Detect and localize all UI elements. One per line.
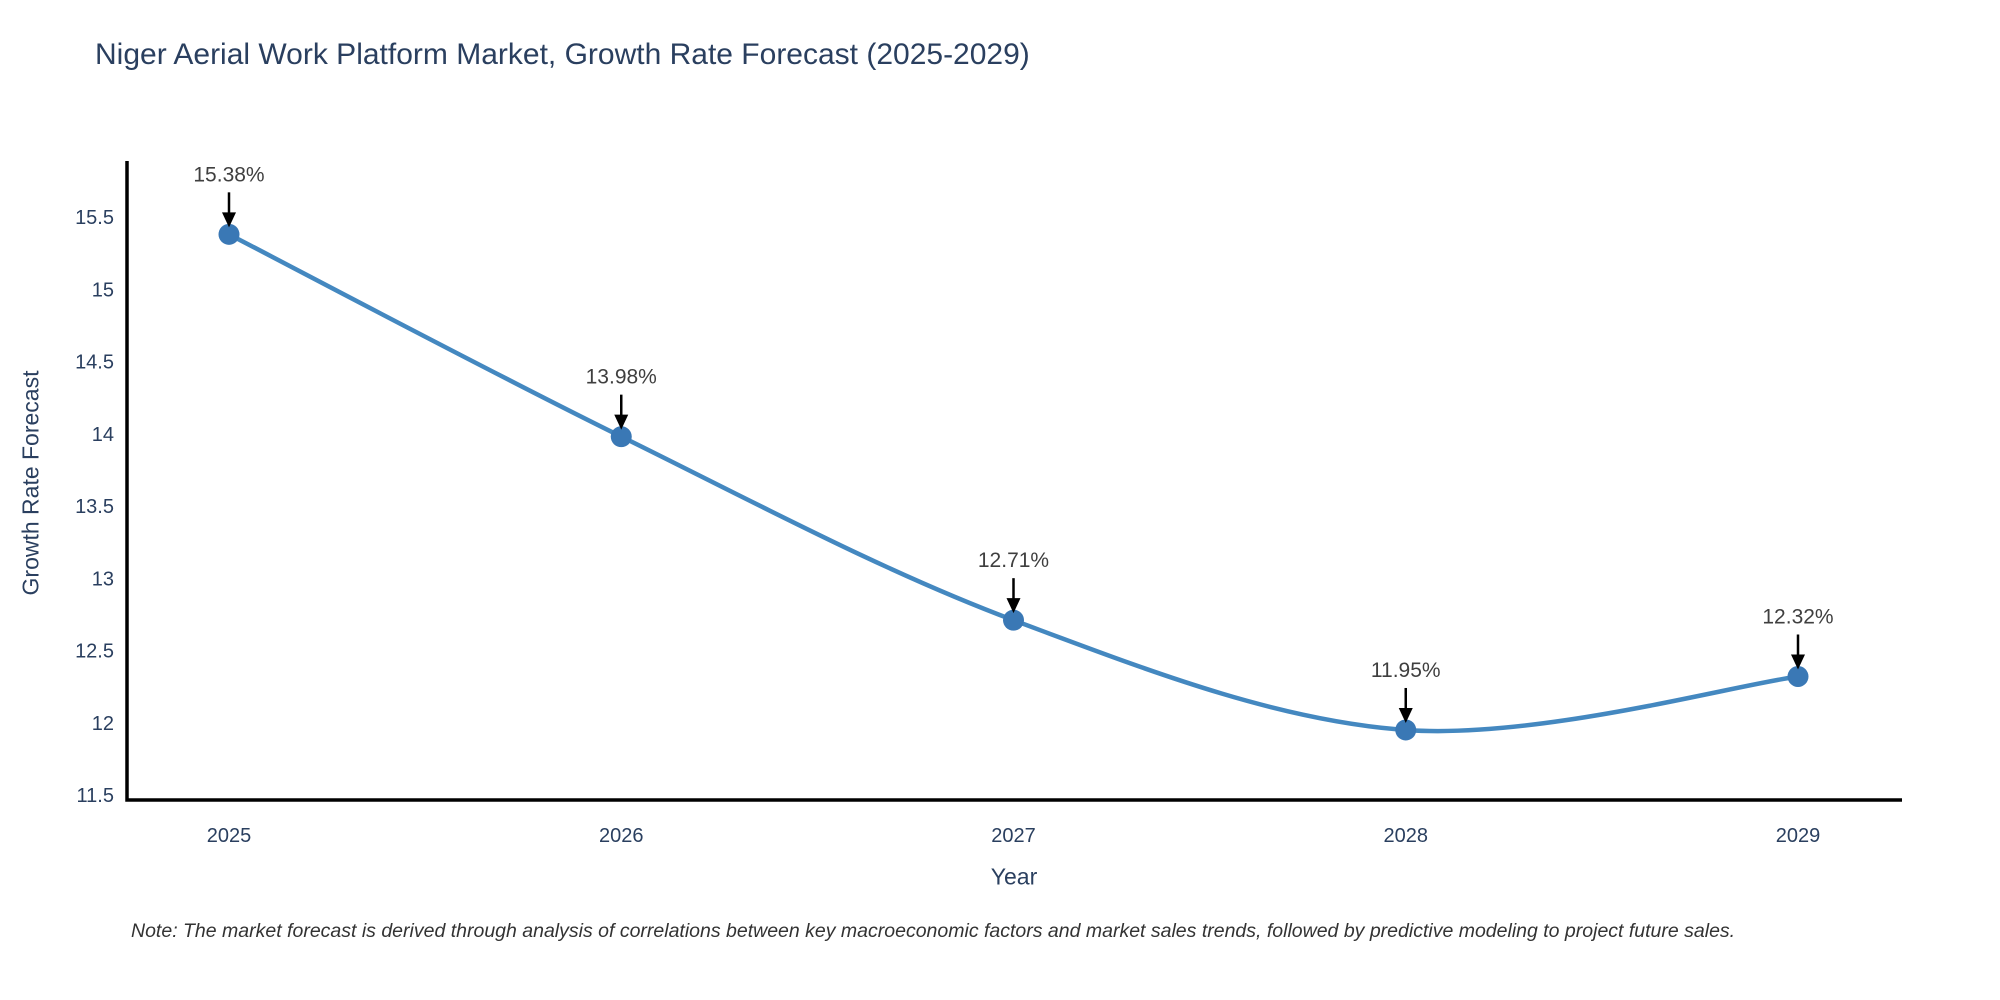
annotation-arrowhead [222, 212, 236, 228]
data-point-marker [1787, 666, 1809, 688]
x-axis-title: Year [990, 863, 1038, 890]
axis-lines [125, 161, 1902, 802]
annotation-arrowhead [1006, 598, 1021, 614]
chart-title: Niger Aerial Work Platform Market, Growt… [95, 38, 1030, 71]
data-point-marker [610, 426, 632, 448]
point-value-label: 11.95% [1371, 659, 1441, 682]
y-axis-title: Growth Rate Forecast [17, 370, 44, 596]
y-tick-label: 13 [92, 568, 114, 590]
y-tick-label: 14.5 [75, 352, 114, 374]
data-point-marker [218, 223, 240, 245]
x-tick-label: 2028 [1384, 825, 1429, 847]
y-tick-label: 13.5 [75, 496, 114, 518]
y-tick-label: 15 [92, 279, 114, 301]
data-point-marker [1395, 719, 1417, 741]
y-tick-label: 12 [92, 713, 114, 735]
point-value-label: 15.38% [193, 163, 264, 186]
y-tick-label: 15.5 [75, 207, 114, 229]
point-value-label: 12.32% [1762, 606, 1833, 629]
footnote: Note: The market forecast is derived thr… [131, 920, 1736, 942]
x-tick-label: 2026 [599, 825, 644, 847]
point-value-label: 12.71% [978, 549, 1049, 572]
forecast-line [226, 232, 1801, 734]
point-value-label: 13.98% [586, 366, 657, 389]
x-tick-label: 2027 [991, 825, 1036, 847]
annotation-arrowhead [1398, 707, 1413, 723]
x-tick-label: 2025 [207, 825, 252, 847]
x-tick-label: 2029 [1776, 825, 1821, 847]
data-point-marker [1003, 609, 1024, 631]
y-tick-label: 11.5 [77, 785, 114, 807]
annotation-arrowhead [614, 414, 629, 430]
y-tick-label: 12.5 [75, 641, 114, 663]
annotation-arrowhead [1791, 654, 1805, 670]
y-tick-label: 14 [92, 424, 114, 446]
